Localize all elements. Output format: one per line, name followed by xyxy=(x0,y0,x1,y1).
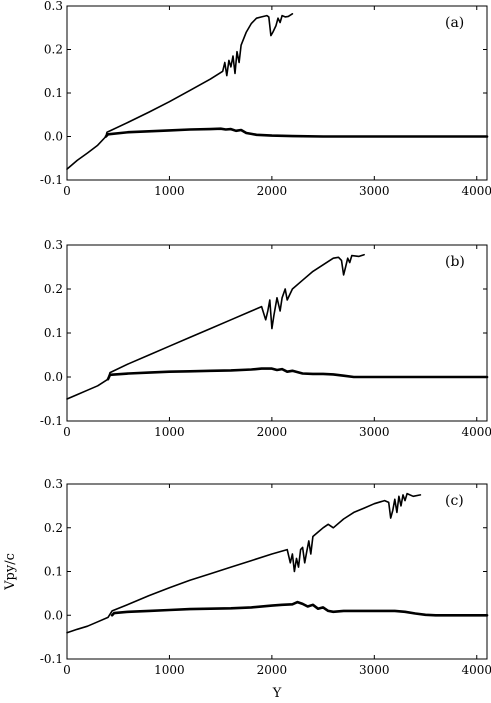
plot-frame xyxy=(66,5,488,181)
x-tick-label: 3000 xyxy=(359,663,390,677)
y-tick-label: 0.1 xyxy=(44,86,63,100)
panel-c: 0.3 0.2 0.1 0.0 -0.1 0 1000 2000 3000 4000 (c) xyxy=(40,477,491,677)
x-tick-label: 0 xyxy=(63,663,71,677)
y-tick-label: 0.3 xyxy=(44,238,63,252)
series-line-2 xyxy=(110,600,489,617)
y-tick-label: 0.1 xyxy=(44,565,63,579)
series-line-2 xyxy=(106,367,489,381)
x-tick-label: 3000 xyxy=(359,425,390,439)
x-tick-label: 2000 xyxy=(257,425,288,439)
y-tick-label: 0.0 xyxy=(44,370,63,384)
panel-label: (c) xyxy=(445,493,464,509)
x-tick-label: 0 xyxy=(63,425,71,439)
y-tick-label: 0.3 xyxy=(44,477,63,491)
plot-frame xyxy=(66,244,488,422)
x-tick-label: 4000 xyxy=(461,184,491,198)
panel-label: (a) xyxy=(445,15,464,31)
y-axis-label: Vpy/c xyxy=(3,553,18,591)
x-tick-label: 2000 xyxy=(257,184,288,198)
x-tick-label: 0 xyxy=(63,184,71,198)
x-tick-label: 3000 xyxy=(359,184,390,198)
series-line-1 xyxy=(66,253,365,400)
y-tick-label: 0.2 xyxy=(44,282,63,296)
y-tick-label: -0.1 xyxy=(40,173,63,187)
y-tick-label: -0.1 xyxy=(40,652,63,666)
y-tick-label: 0.1 xyxy=(44,326,63,340)
series-line-1 xyxy=(66,13,294,170)
y-tick-label: 0.3 xyxy=(44,0,63,13)
panel-label: (b) xyxy=(445,254,465,270)
x-tick-label: 2000 xyxy=(257,663,288,677)
x-tick-label: 1000 xyxy=(154,184,185,198)
x-tick-label: 1000 xyxy=(154,663,185,677)
x-tick-label: 4000 xyxy=(461,425,491,439)
panel-a: 0.3 0.2 0.1 0.0 -0.1 0 1000 2000 3000 4000 (a) xyxy=(40,0,491,198)
series-line-2 xyxy=(104,127,489,138)
y-tick-label: 0.0 xyxy=(44,130,63,144)
series-line-1 xyxy=(66,492,422,634)
y-tick-label: 0.2 xyxy=(44,43,63,57)
x-axis-label: Y xyxy=(272,686,282,701)
x-tick-label: 1000 xyxy=(154,425,185,439)
y-tick-label: 0.0 xyxy=(44,608,63,622)
y-tick-label: 0.2 xyxy=(44,521,63,535)
x-tick-label: 4000 xyxy=(461,663,491,677)
panel-b: 0.3 0.2 0.1 0.0 -0.1 0 1000 2000 3000 4000 (b) xyxy=(40,238,491,439)
plot-frame xyxy=(66,483,488,660)
y-tick-label: -0.1 xyxy=(40,414,63,428)
